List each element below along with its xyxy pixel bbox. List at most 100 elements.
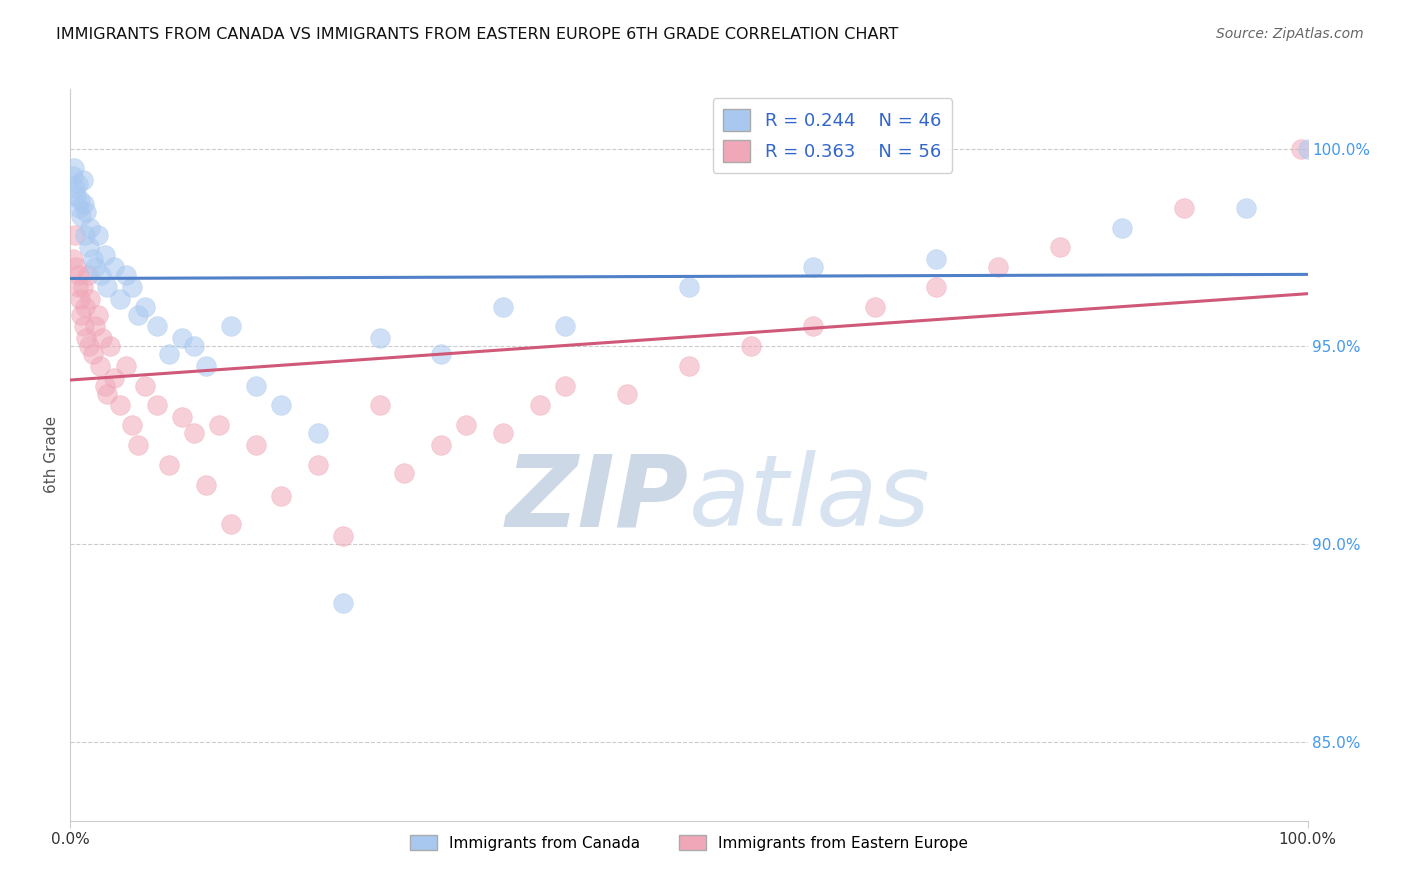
Point [77,240,100,254]
Point [270,490,292,504]
Point [108,399,131,413]
Point [94,378,117,392]
Point [1111,220,1133,235]
Point [157,347,180,361]
Point [89,359,111,373]
Point [678,359,700,373]
Point [69,292,91,306]
Point [96,386,118,401]
Point [270,399,292,413]
Point [170,331,193,345]
Point [332,596,354,610]
Point [66,280,89,294]
Point [103,371,125,385]
Point [103,260,125,274]
Text: Source: ZipAtlas.com: Source: ZipAtlas.com [1216,27,1364,41]
Point [529,399,551,413]
Point [554,378,576,392]
Point [554,319,576,334]
Point [84,260,107,274]
Point [616,386,638,401]
Point [492,426,515,441]
Point [70,308,93,322]
Point [115,268,138,282]
Legend: Immigrants from Canada, Immigrants from Eastern Europe: Immigrants from Canada, Immigrants from … [404,829,974,857]
Point [1234,201,1257,215]
Point [108,292,131,306]
Text: ZIP: ZIP [506,450,689,548]
Point [157,458,180,472]
Point [245,438,267,452]
Point [925,280,948,294]
Point [91,331,114,345]
Point [146,399,169,413]
Point [67,268,90,282]
Point [65,181,87,195]
Point [69,193,91,207]
Point [77,339,100,353]
Point [62,169,84,184]
Point [925,252,948,267]
Point [678,280,700,294]
Point [801,260,824,274]
Y-axis label: 6th Grade: 6th Grade [44,417,59,493]
Point [146,319,169,334]
Point [65,189,87,203]
Point [82,347,104,361]
Point [430,347,453,361]
Point [332,529,354,543]
Point [219,517,242,532]
Point [75,300,97,314]
Point [801,319,824,334]
Point [127,308,149,322]
Point [75,228,97,243]
Point [98,339,121,353]
Point [1049,240,1071,254]
Point [67,201,90,215]
Point [740,339,762,353]
Text: atlas: atlas [689,450,931,548]
Point [1296,141,1319,155]
Point [76,268,98,282]
Point [245,378,267,392]
Text: IMMIGRANTS FROM CANADA VS IMMIGRANTS FROM EASTERN EUROPE 6TH GRADE CORRELATION C: IMMIGRANTS FROM CANADA VS IMMIGRANTS FRO… [56,27,898,42]
Point [62,252,84,267]
Point [90,268,112,282]
Point [987,260,1010,274]
Point [430,438,453,452]
Point [219,319,242,334]
Point [1173,201,1195,215]
Point [84,319,107,334]
Point [368,399,391,413]
Point [115,359,138,373]
Point [1291,141,1313,155]
Point [195,359,218,373]
Point [65,228,87,243]
Point [456,418,478,433]
Point [94,248,117,262]
Point [72,280,94,294]
Point [86,308,108,322]
Point [75,331,97,345]
Point [79,292,101,306]
Point [863,300,886,314]
Point [70,209,93,223]
Point [170,410,193,425]
Point [183,339,205,353]
Point [492,300,515,314]
Point [368,331,391,345]
Point [134,300,156,314]
Point [73,319,96,334]
Point [65,260,87,274]
Point [394,466,416,480]
Point [208,418,231,433]
Point [127,438,149,452]
Point [183,426,205,441]
Point [134,378,156,392]
Point [66,177,89,191]
Point [73,197,96,211]
Point [195,477,218,491]
Point [82,252,104,267]
Point [307,458,329,472]
Point [75,204,97,219]
